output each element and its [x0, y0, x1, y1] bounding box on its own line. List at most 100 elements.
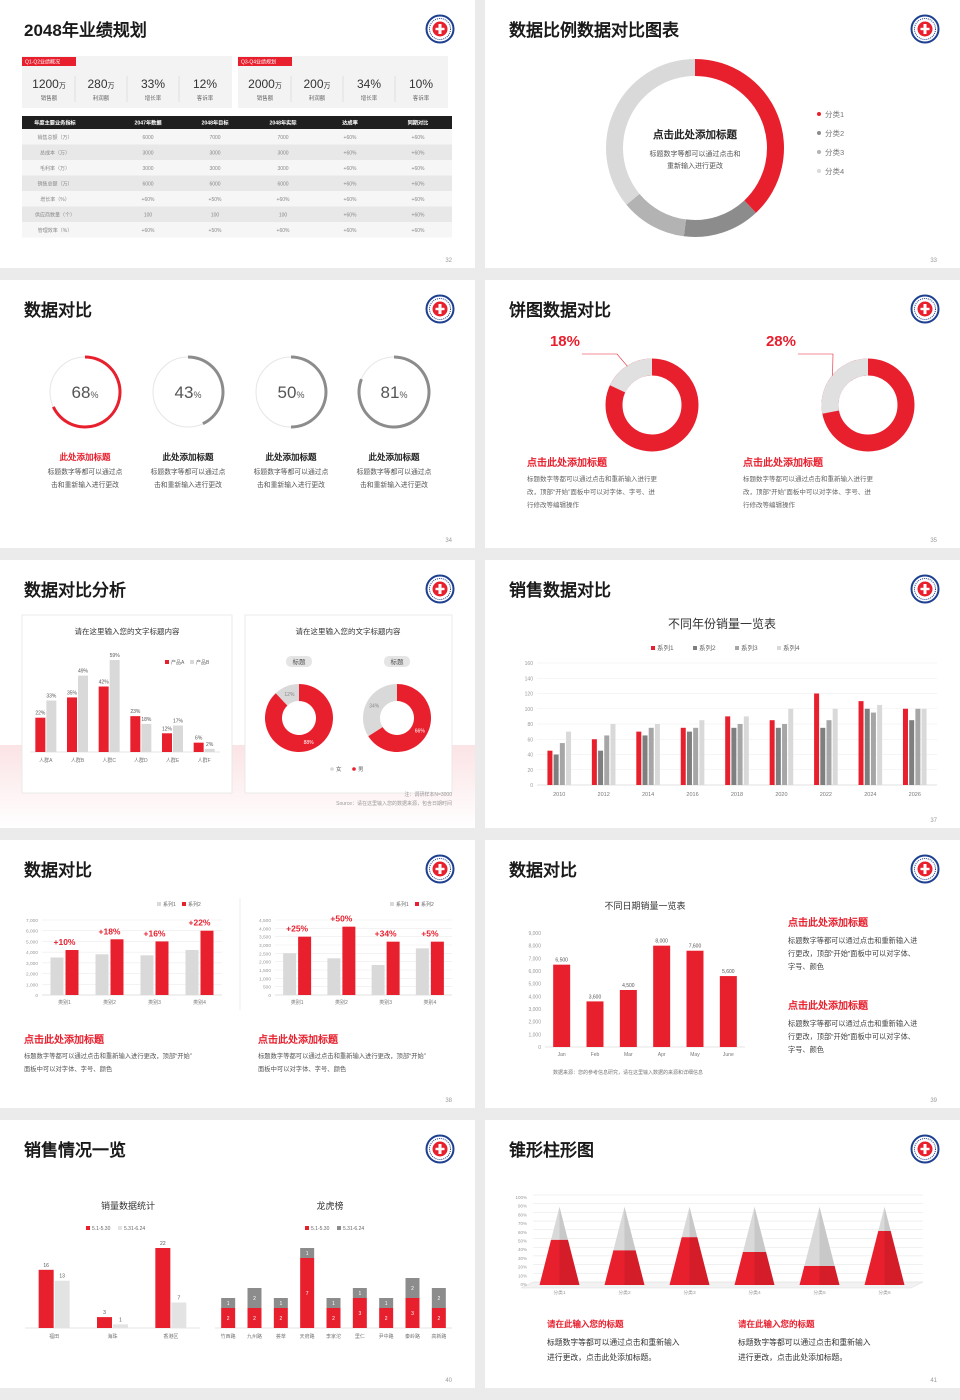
table-header [22, 116, 452, 129]
bar [155, 1248, 171, 1328]
x-tick-label: Jan [558, 1052, 566, 1058]
bar [566, 731, 572, 785]
bar [642, 735, 648, 785]
x-tick-label: 天府路 [300, 1333, 315, 1340]
cone-shade [819, 1206, 840, 1285]
y-tick-label: 5,000 [528, 982, 541, 988]
page-number: 34 [445, 538, 452, 544]
bar [610, 724, 616, 785]
slide-title: 数据对比分析 [24, 580, 126, 600]
kpi-label: 增长率 [145, 94, 162, 102]
logo [425, 574, 455, 604]
data-label: 1 [119, 1317, 122, 1323]
table-row [22, 129, 452, 145]
legend-label: 分类2 [825, 128, 844, 138]
x-tick-label: 分类5 [813, 1289, 826, 1296]
cone-shade [689, 1206, 710, 1285]
x-tick-label: 人群A [39, 757, 53, 764]
table-cell: +60% [344, 197, 357, 203]
y-tick-label: 60 [527, 737, 533, 743]
x-tick-label: 秦岭路 [405, 1333, 420, 1340]
data-label: 2 [385, 1316, 388, 1322]
table-cell: +50% [209, 197, 222, 203]
data-label: 7,600 [689, 944, 702, 950]
slide-title: 数据比例数据对比图表 [509, 20, 680, 40]
block-title: 点击此处添加标题 [788, 916, 869, 929]
y-tick-label: 3,000 [26, 961, 38, 967]
percent-label: 18% [550, 333, 580, 350]
donut-segment [368, 684, 431, 752]
data-label: 33% [46, 694, 57, 700]
kpi-value: 34% [357, 77, 381, 91]
data-label: 3 [103, 1310, 106, 1316]
bar [877, 704, 883, 785]
data-label: 1 [385, 1301, 388, 1307]
table-cell: +60% [142, 228, 155, 234]
block-text: 标题数字等都可以通过点击和重新输入进 [788, 936, 917, 945]
bar [743, 716, 749, 785]
bar [547, 750, 553, 785]
x-tick-label: 人群F [198, 757, 211, 764]
table-header-cell: 年度主要业务指标 [34, 119, 76, 127]
data-label: 4,500 [622, 983, 635, 989]
table-row [22, 206, 452, 222]
data-label: 88% [304, 740, 315, 746]
gauge-label: 68% [72, 383, 99, 402]
bar [769, 720, 775, 785]
item-text: 击和重新输入进行更改 [51, 480, 119, 489]
x-tick-label: 类别2 [103, 999, 116, 1006]
item-text: 标题数字等都可以通过点 [48, 467, 123, 476]
bar [591, 739, 597, 785]
panel-tag [22, 57, 76, 66]
table-cell: +60% [412, 166, 425, 172]
table-cell: +60% [344, 151, 357, 157]
growth-label: +22% [189, 918, 211, 928]
table-cell: 3000 [209, 151, 220, 157]
logo [425, 1134, 455, 1164]
kpi-number: 2000 [248, 77, 275, 91]
kpi-label: 利润额 [309, 94, 326, 102]
y-tick-label: 100 [525, 707, 534, 713]
bar [221, 1298, 236, 1308]
x-tick-label: 2014 [642, 792, 654, 798]
gauge-unit: % [296, 390, 304, 400]
bar [405, 1278, 420, 1298]
data-label: 22 [160, 1241, 166, 1247]
bar [247, 1308, 262, 1328]
y-tick-label: 20 [527, 768, 533, 774]
kpi-unit: 万 [324, 82, 331, 90]
legend-dot [817, 112, 821, 116]
panel-tag-label: Q1-Q2业绩概况 [25, 59, 60, 66]
block-text: 字号、颜色 [788, 962, 824, 971]
center-text: 标题数字等都可以通过点击和 [650, 149, 741, 158]
bar [97, 1317, 112, 1328]
kpi-label: 客诉率 [413, 94, 430, 102]
legend-swatch [190, 660, 194, 664]
data-label: 16 [43, 1263, 49, 1269]
legend-label: 产品B [196, 659, 210, 666]
kpi-number: 280 [87, 77, 107, 91]
bar [110, 939, 124, 995]
x-tick-label: 2024 [864, 792, 876, 798]
table-cell: +60% [412, 151, 425, 157]
legend-swatch [182, 902, 186, 906]
data-label: 42% [99, 680, 110, 686]
page-number: 41 [930, 1378, 937, 1384]
y-tick-label: 0 [530, 783, 533, 789]
x-tick-label: 福田 [49, 1333, 59, 1340]
x-tick-label: 分类6 [878, 1289, 891, 1296]
x-tick-label: 人群B [71, 757, 85, 764]
table-header-cell: 达成率 [342, 119, 358, 127]
y-tick-label: 120 [525, 692, 534, 698]
legend-swatch [165, 660, 169, 664]
bar [95, 954, 109, 995]
x-tick-label: 人群E [166, 757, 180, 764]
table-cell: 100 [279, 213, 288, 219]
bar [273, 1308, 288, 1328]
gauge-unit: % [193, 390, 201, 400]
y-tick-label: 4,000 [528, 994, 541, 1000]
y-tick-label: 500 [263, 985, 271, 991]
leader-line [582, 353, 628, 367]
